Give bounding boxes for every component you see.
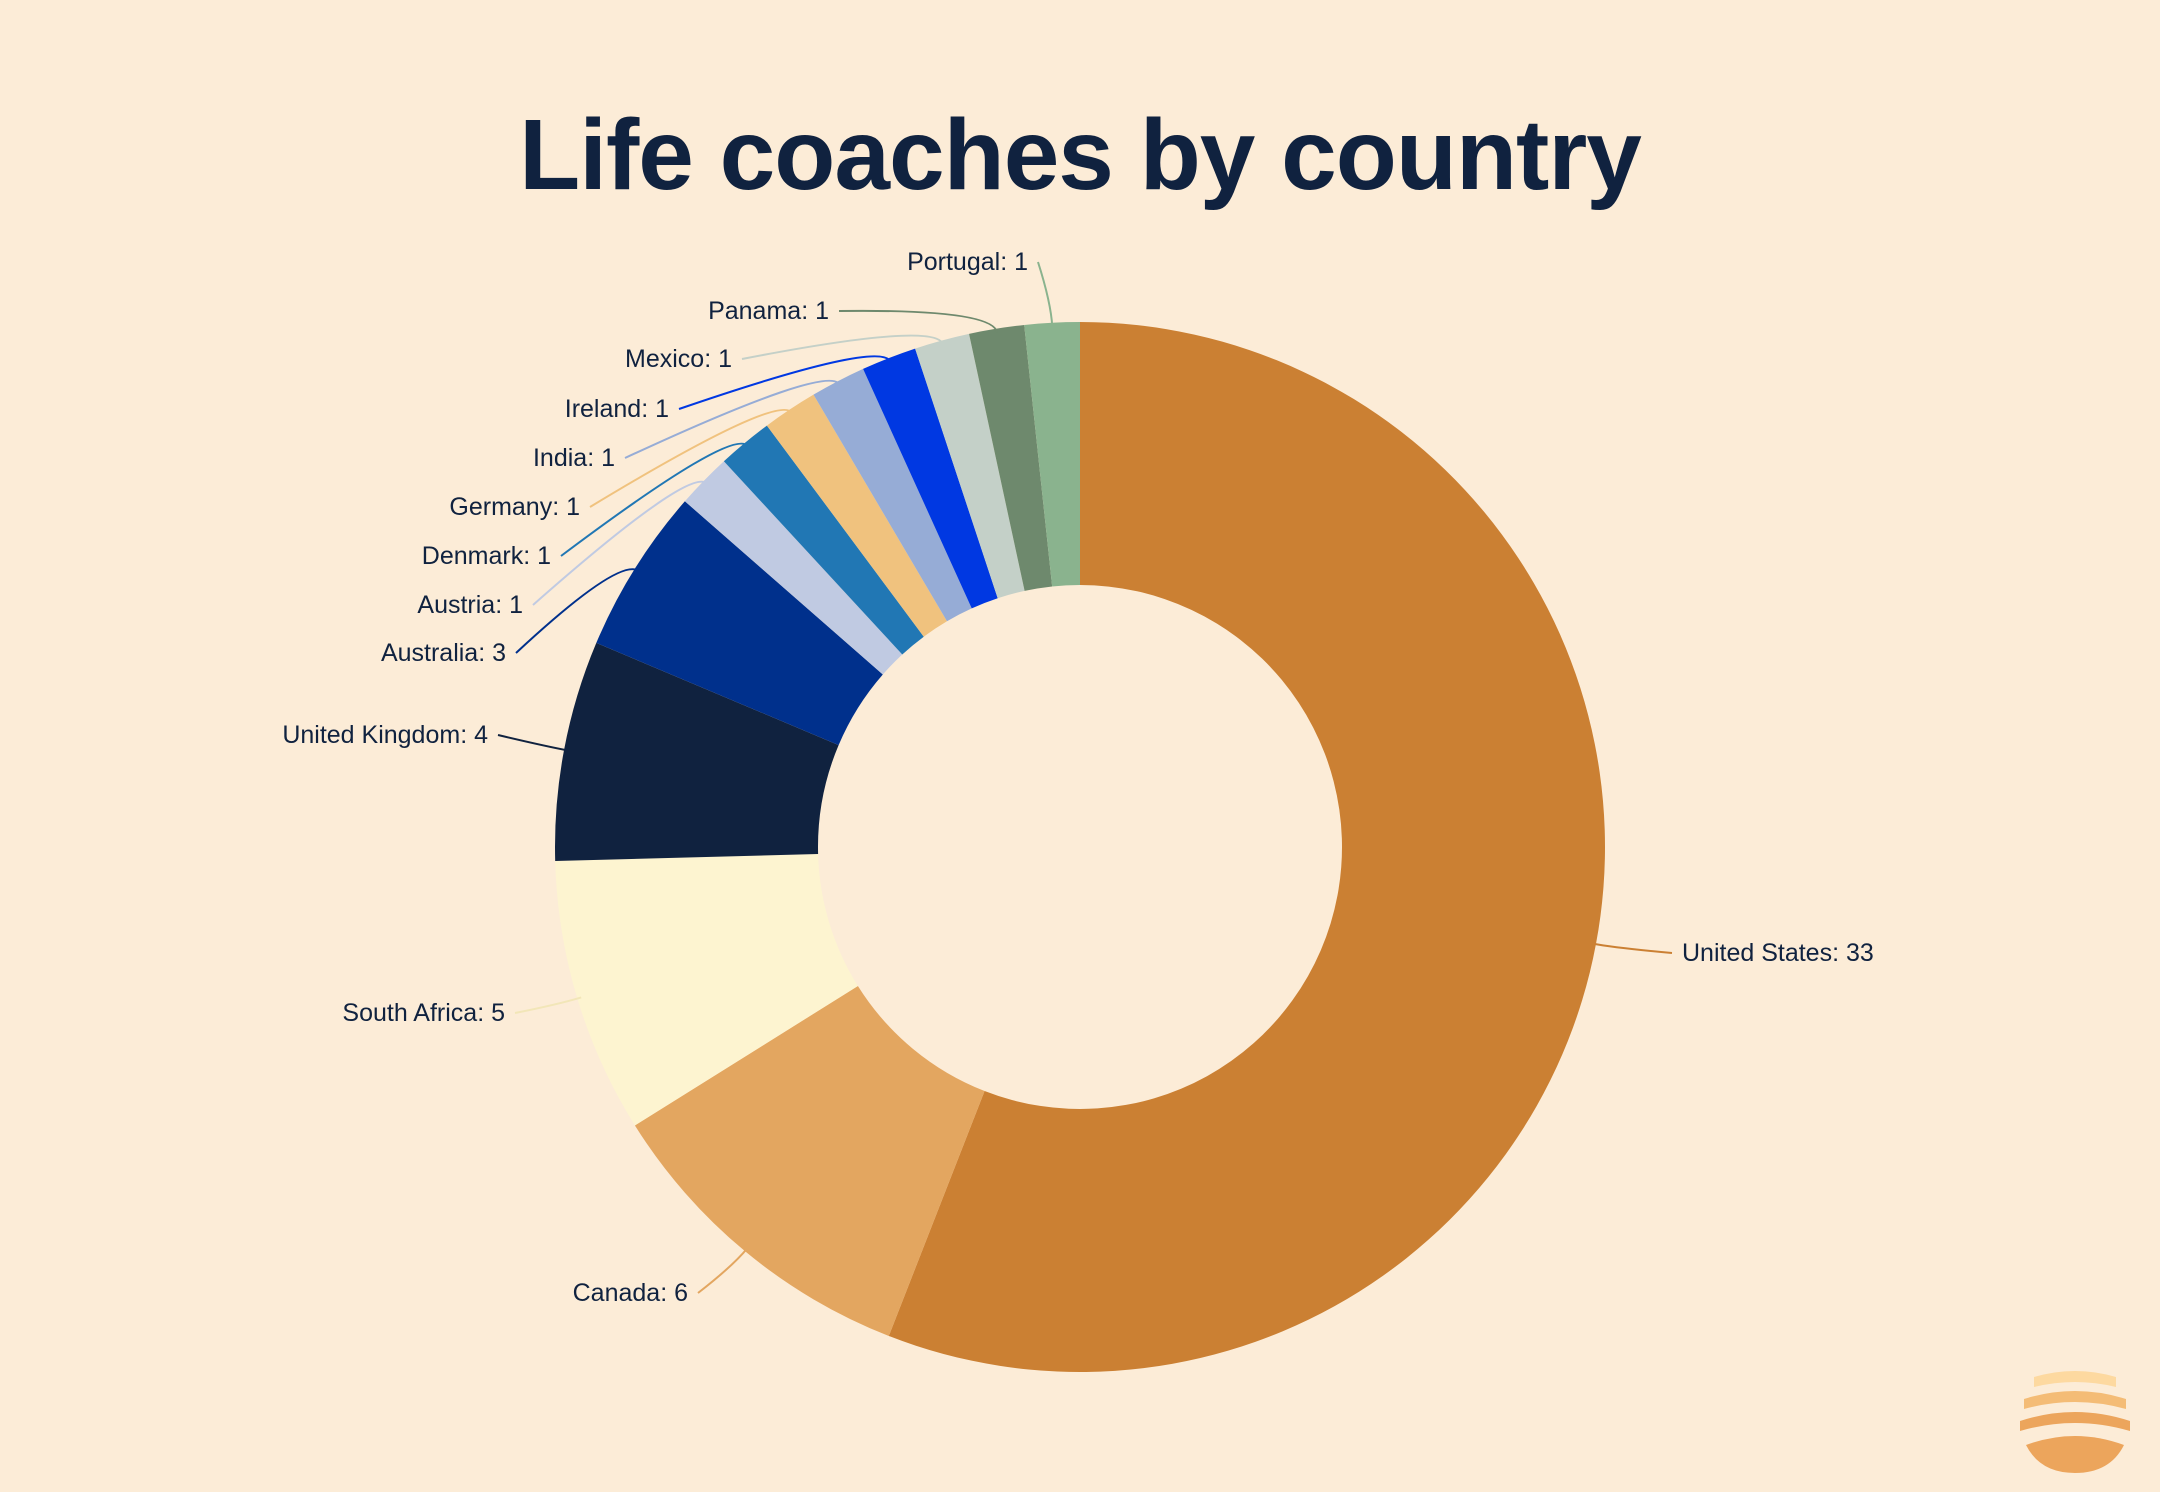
label-austria: Austria: 1 [417,591,523,619]
leader-lines-group [497,261,1673,1294]
leader-line-united-kingdom [497,734,569,752]
slice-united-states [888,322,1605,1372]
leader-line-portugal [1037,261,1054,327]
labels-group: United States: 33 Canada: 6 South Africa: … [282,248,1873,1307]
label-mexico: Mexico: 1 [625,345,732,373]
label-portugal: Portugal: 1 [907,248,1028,276]
label-united-states: United States: 33 [1682,939,1874,967]
label-united-kingdom: United Kingdom: 4 [282,721,488,749]
label-ireland: Ireland: 1 [565,395,669,423]
slice-mexico [915,333,1025,599]
leader-line-austria [532,480,708,606]
slice-india [813,368,972,622]
label-germany: Germany: 1 [449,493,580,521]
chart-title: Life coaches by country [519,99,1642,211]
slice-germany [766,394,947,637]
leader-line-panama [838,309,999,333]
logo-band-mid-1 [2024,1391,2126,1409]
leader-line-mexico [741,334,944,360]
leader-line-germany [589,408,793,508]
label-panama: Panama: 1 [708,297,829,325]
slice-australia [596,501,883,746]
slice-panama [969,324,1053,591]
logo-band-top [2034,1371,2116,1387]
leader-line-denmark [560,442,749,557]
logo-sun-bottom [2026,1436,2124,1473]
slice-united-kingdom [554,642,839,861]
slice-ireland [863,348,998,609]
slice-south-africa [555,853,858,1126]
leader-line-australia [515,568,639,654]
slices-group [554,322,1605,1372]
slice-austria [684,461,903,675]
leader-line-india [624,379,841,459]
slice-denmark [723,425,924,655]
label-canada: Canada: 6 [573,1279,688,1307]
slice-canada [634,985,985,1336]
leader-line-united-states [1591,942,1673,954]
label-denmark: Denmark: 1 [422,542,551,570]
leader-line-canada [697,1247,749,1294]
label-india: India: 1 [533,444,615,472]
leader-line-south-africa [514,996,582,1014]
sun-over-waves-icon [2020,1371,2130,1473]
label-south-africa: South Africa: 5 [342,999,505,1027]
leader-line-ireland [678,355,892,410]
label-australia: Australia: 3 [381,639,506,667]
logo-band-mid-2 [2020,1412,2130,1431]
slice-portugal [1024,322,1080,587]
